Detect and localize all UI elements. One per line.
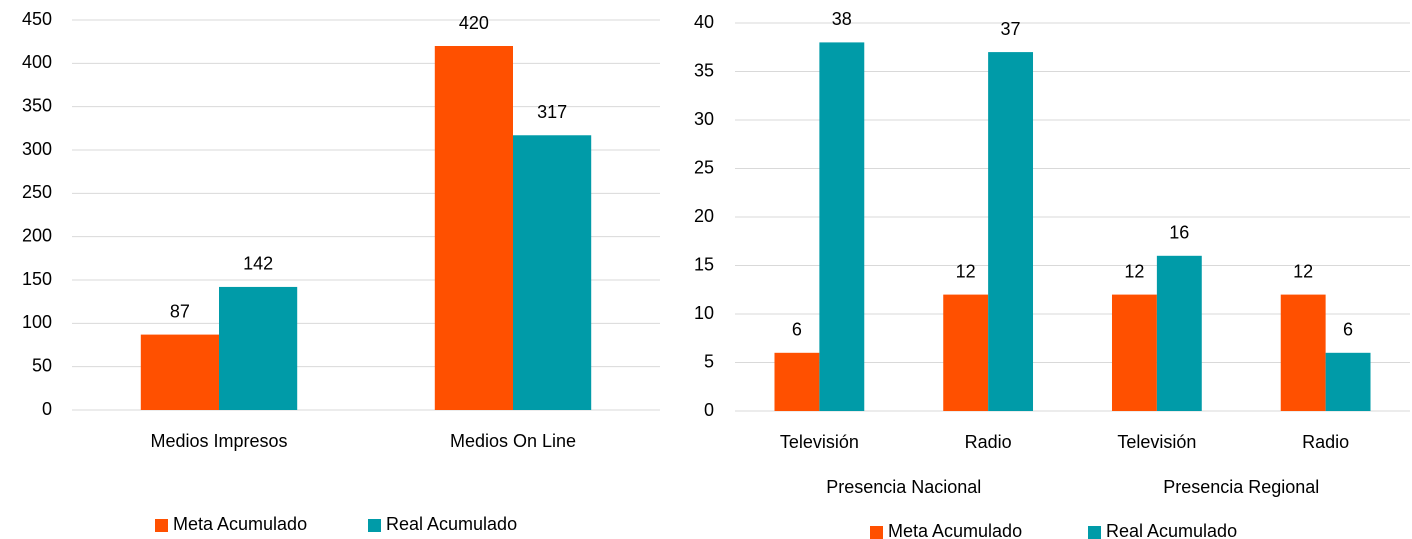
bar: [434, 46, 513, 410]
y-tick-label: 40: [694, 12, 714, 32]
y-tick-label: 200: [22, 225, 52, 245]
y-tick-label: 450: [22, 9, 52, 29]
legend-label: Real Acumulado: [386, 514, 517, 534]
bar: [219, 286, 298, 410]
legend-swatch: [870, 526, 883, 539]
y-tick-label: 300: [22, 139, 52, 159]
legend-swatch: [368, 519, 381, 532]
y-tick-label: 400: [22, 52, 52, 72]
x-tick-label: Medios Impresos: [150, 431, 287, 451]
x-tick-label: Televisión: [1117, 432, 1196, 452]
group-label: Presencia Regional: [1163, 477, 1319, 497]
bar: [1280, 294, 1326, 411]
y-tick-label: 250: [22, 182, 52, 202]
x-tick-label: Radio: [965, 432, 1012, 452]
group-label: Presencia Nacional: [826, 477, 981, 497]
data-label: 16: [1169, 223, 1189, 243]
y-tick-label: 20: [694, 206, 714, 226]
y-tick-label: 100: [22, 312, 52, 332]
legend-label: Meta Acumulado: [173, 514, 307, 534]
y-tick-label: 10: [694, 303, 714, 323]
y-tick-label: 25: [694, 157, 714, 177]
data-label: 12: [1293, 261, 1313, 281]
bar: [1325, 352, 1371, 411]
data-label: 38: [832, 9, 852, 29]
legend-label: Meta Acumulado: [888, 521, 1022, 539]
legend-swatch: [1088, 526, 1101, 539]
bar: [1156, 255, 1202, 411]
data-label: 6: [792, 320, 802, 340]
x-tick-label: Televisión: [780, 432, 859, 452]
data-label: 420: [459, 13, 489, 33]
bar: [513, 135, 592, 410]
y-tick-label: 0: [42, 399, 52, 419]
bar: [943, 294, 989, 411]
data-label: 6: [1343, 320, 1353, 340]
y-tick-label: 50: [32, 355, 52, 375]
x-tick-label: Radio: [1302, 432, 1349, 452]
y-tick-label: 30: [694, 109, 714, 129]
data-label: 12: [956, 261, 976, 281]
bar: [140, 334, 219, 410]
data-label: 37: [1001, 19, 1021, 39]
bar: [1111, 294, 1157, 411]
data-label: 12: [1124, 261, 1144, 281]
y-tick-label: 35: [694, 60, 714, 80]
legend-swatch: [155, 519, 168, 532]
y-tick-label: 150: [22, 269, 52, 289]
bar: [988, 52, 1034, 411]
bar: [819, 42, 865, 412]
data-label: 142: [243, 254, 273, 274]
bar: [774, 352, 820, 411]
legend-label: Real Acumulado: [1106, 521, 1237, 539]
data-label: 87: [170, 301, 190, 321]
y-tick-label: 0: [704, 400, 714, 420]
y-tick-label: 15: [694, 254, 714, 274]
y-tick-label: 5: [704, 351, 714, 371]
x-tick-label: Medios On Line: [450, 431, 576, 451]
data-label: 317: [537, 102, 567, 122]
y-tick-label: 350: [22, 95, 52, 115]
